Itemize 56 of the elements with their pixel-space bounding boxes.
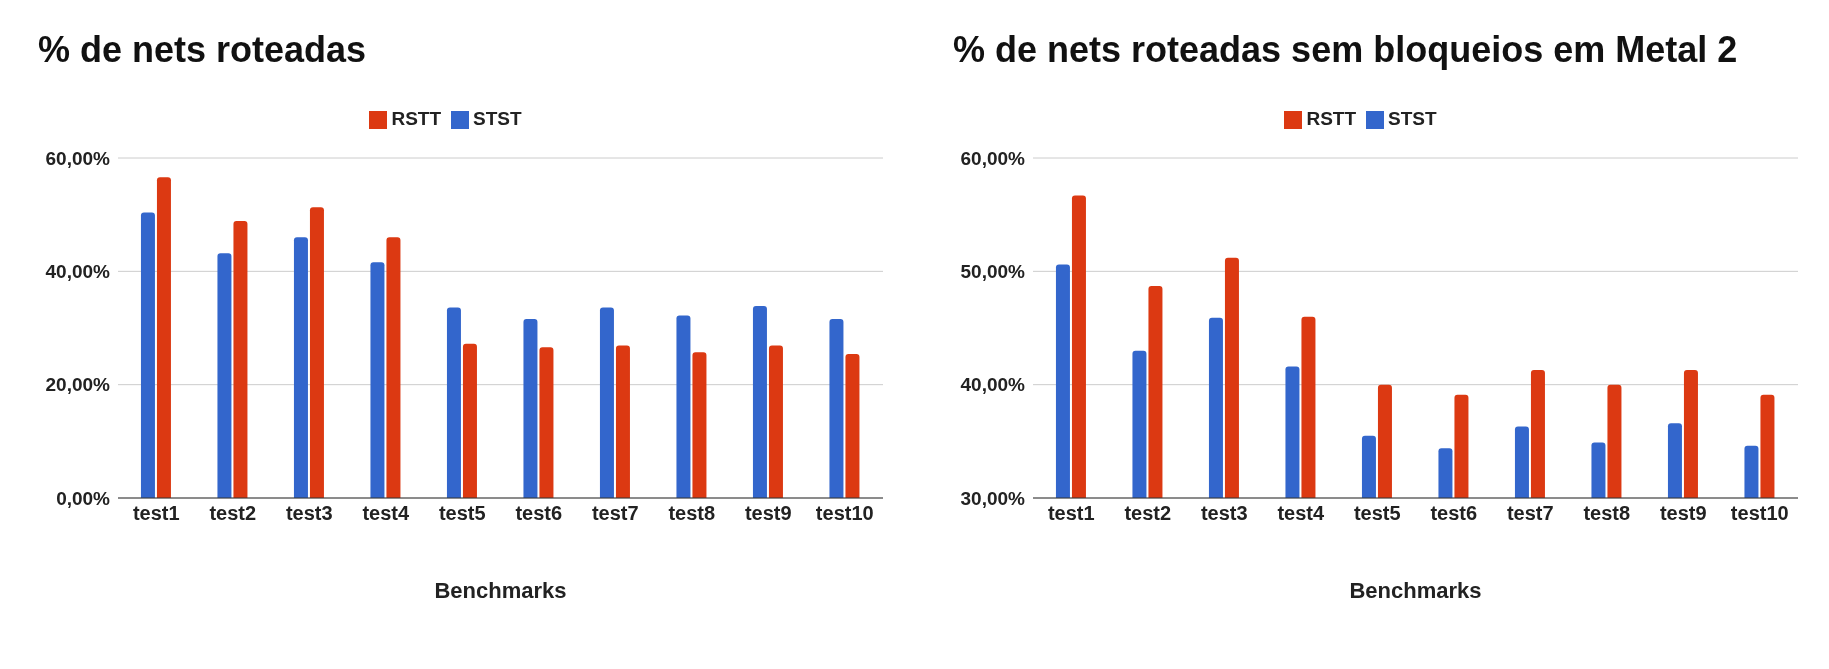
x-tick-label: test8 <box>1583 502 1631 525</box>
y-tick-label: 30,00% <box>960 487 1026 509</box>
bar <box>462 343 477 498</box>
x-tick-label: test4 <box>1277 502 1325 525</box>
y-tick-label: 20,00% <box>45 374 111 396</box>
x-tick-label: test6 <box>515 502 563 525</box>
x-tick-label: test1 <box>1047 502 1095 525</box>
y-tick-label: 50,00% <box>960 261 1026 283</box>
chart-title: % de nets roteadas <box>37 28 368 72</box>
bar <box>752 305 767 498</box>
x-tick-label: test2 <box>1124 502 1172 525</box>
bar <box>539 347 554 498</box>
bar <box>523 318 538 498</box>
x-tick-label: test1 <box>132 502 180 525</box>
bar <box>446 307 461 498</box>
chart-title: % de nets roteadas sem bloqueios em Metal 2 <box>952 28 1739 72</box>
x-tick-label: test2 <box>209 502 257 525</box>
x-tick-label: test8 <box>668 502 716 525</box>
bar <box>140 212 155 498</box>
legend-label: STST <box>473 108 522 129</box>
bar <box>615 345 630 498</box>
x-tick-label: test3 <box>1200 502 1248 525</box>
y-tick-label: 60,00% <box>45 147 111 169</box>
y-tick-label: 0,00% <box>56 487 111 509</box>
x-tick-label: test3 <box>285 502 333 525</box>
x-tick-label: test10 <box>815 502 874 525</box>
x-tick-label: test7 <box>591 502 639 525</box>
x-axis-title: Benchmarks <box>434 578 567 603</box>
bar <box>845 354 860 498</box>
bar <box>233 220 248 498</box>
x-axis-title: Benchmarks <box>1349 578 1482 603</box>
x-tick-label: test6 <box>1430 502 1478 525</box>
bar <box>386 237 401 498</box>
legend-label: RSTT <box>1306 108 1357 129</box>
bar <box>829 318 844 498</box>
x-tick-label: test10 <box>1730 502 1789 525</box>
bar <box>293 237 308 498</box>
y-tick-label: 60,00% <box>960 147 1026 169</box>
x-tick-label: test5 <box>438 502 486 525</box>
bar <box>599 307 614 498</box>
x-tick-label: test4 <box>362 502 410 525</box>
bar <box>217 253 232 498</box>
y-tick-label: 40,00% <box>45 261 111 283</box>
bar <box>676 315 691 498</box>
legend-label: STST <box>1388 108 1437 129</box>
bar <box>309 207 324 498</box>
bar <box>370 262 385 498</box>
bar <box>768 345 783 498</box>
x-tick-label: test7 <box>1506 502 1554 525</box>
y-tick-label: 40,00% <box>960 374 1026 396</box>
bar <box>692 352 707 498</box>
legend-label: RSTT <box>391 108 442 129</box>
x-tick-label: test5 <box>1353 502 1401 525</box>
x-tick-label: test9 <box>1659 502 1707 525</box>
x-tick-label: test9 <box>744 502 792 525</box>
bar <box>156 177 171 498</box>
